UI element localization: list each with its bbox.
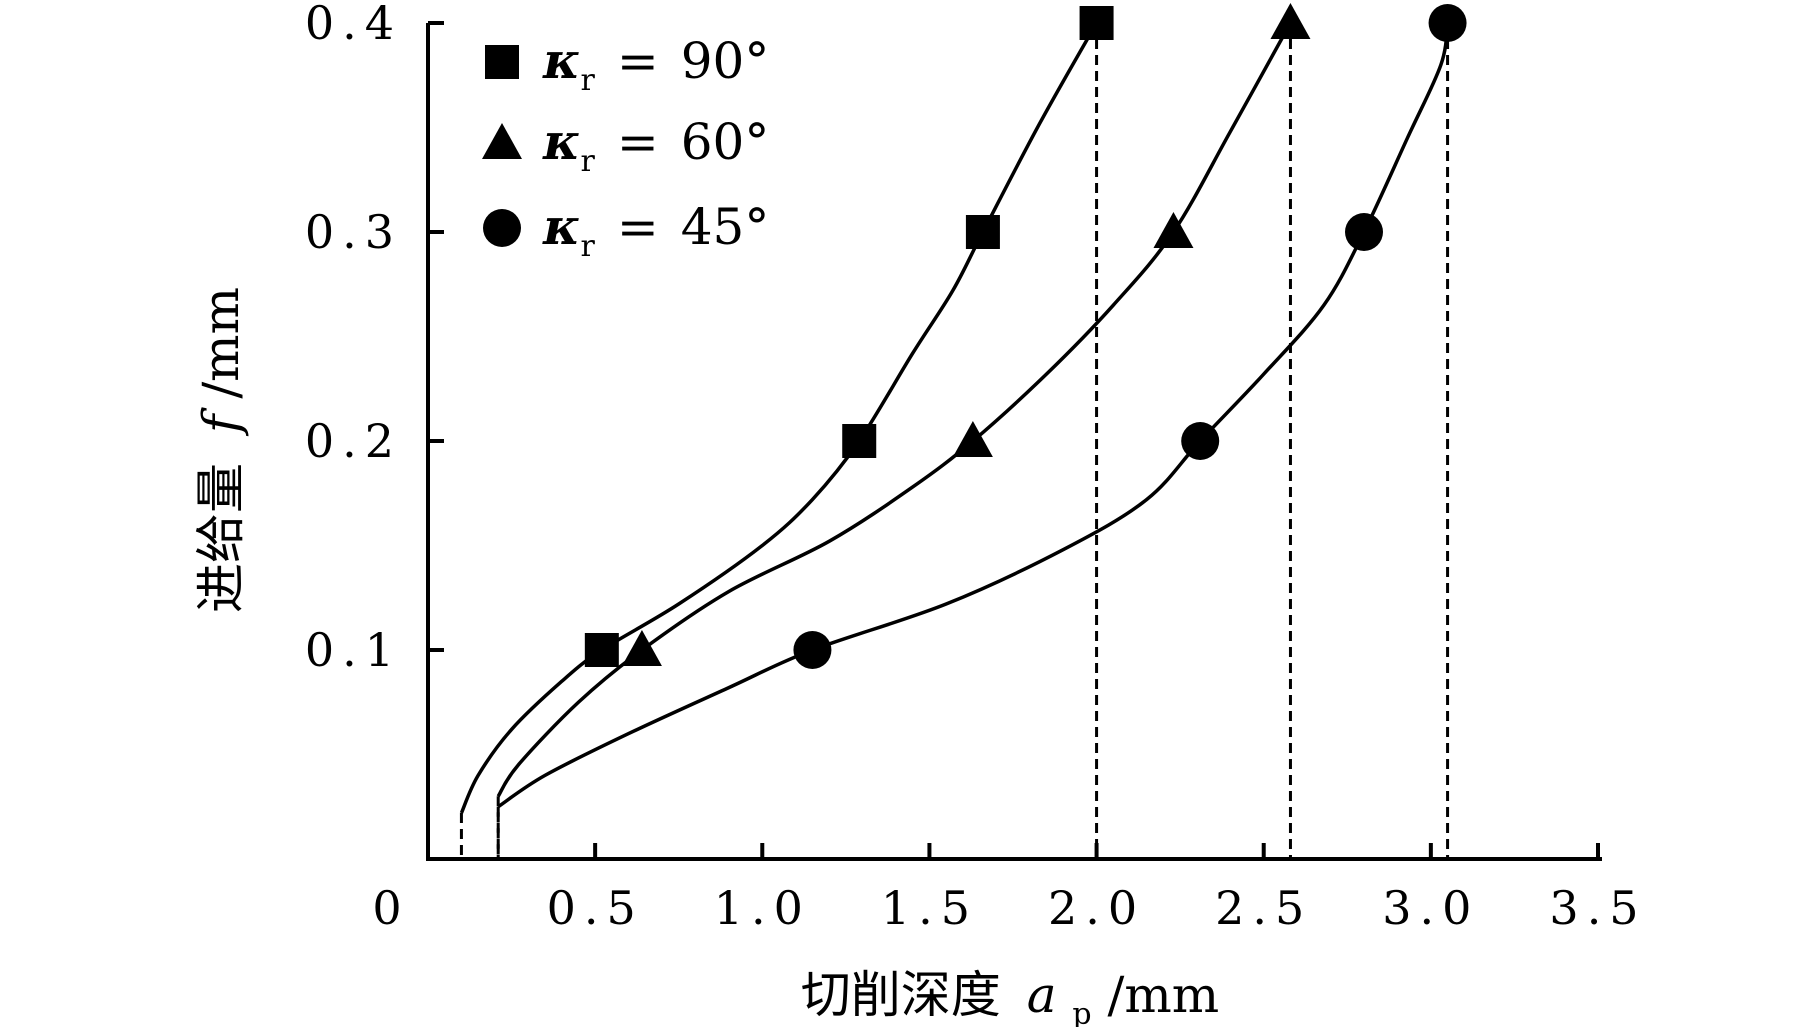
x-tick-label: 0.5 (547, 881, 644, 935)
axes (426, 21, 1602, 861)
legend-marker-60 (482, 123, 522, 159)
y-axis-title-text: 进给量 (192, 463, 250, 613)
tick-labels: 0.5 1.0 1.5 2.0 2.5 3.0 3.5 0.1 0.2 0.3 0.4 (305, 0, 1646, 935)
legend-symbol: κ (542, 112, 580, 171)
square-marker-90 (584, 633, 619, 667)
x-axis-title-var: a (1027, 966, 1057, 1024)
legend-marker-45 (483, 209, 521, 247)
legend-marker-90 (485, 45, 519, 79)
circle-marker-45 (1428, 4, 1467, 42)
square-marker-90 (1079, 6, 1114, 40)
legend-symbol-sub: r (580, 144, 595, 179)
y-tick-label: 0.4 (305, 0, 402, 50)
triangle-marker-60 (1153, 212, 1194, 248)
square-marker-90 (842, 424, 877, 458)
legend-value: 45° (681, 198, 770, 256)
legend-entry-45: κr = 45° (542, 197, 769, 264)
y-axis-title-unit: /mm (192, 287, 250, 399)
x-tick-label: 3.5 (1549, 881, 1646, 935)
legend-entry-90: κr = 90° (542, 31, 769, 98)
x-tick-label: 1.5 (881, 881, 978, 935)
legend-symbol-sub: r (580, 63, 595, 98)
drop-lines (459, 23, 1450, 859)
y-tick-label: 0.2 (305, 414, 402, 468)
series-markers (584, 3, 1467, 669)
legend-value: 90° (681, 32, 770, 90)
square-marker-90 (965, 215, 1000, 249)
legend-symbol-sub: r (580, 229, 595, 264)
y-axis-title-var: f (192, 407, 250, 437)
x-tick-label: 1.0 (714, 881, 811, 935)
y-axis-title: 进给量 f /mm (192, 287, 250, 613)
circle-marker-45 (793, 631, 832, 669)
legend-value: 60° (681, 113, 770, 171)
legend-equals: = (617, 198, 659, 256)
triangle-marker-60 (621, 630, 662, 666)
circle-marker-45 (1345, 213, 1383, 251)
circle-marker-45 (1181, 422, 1220, 460)
series-curves (459, 22, 1450, 814)
x-axis-title-sub: p (1072, 997, 1091, 1027)
x-tick-label: 3.0 (1382, 881, 1479, 935)
legend: κr = 90°κr = 60°κr = 45° (482, 31, 769, 264)
legend-equals: = (617, 32, 659, 90)
y-tick-label: 0.3 (305, 205, 402, 259)
x-tick-label: 2.5 (1215, 881, 1312, 935)
x-axis-title: 切削深度 a p /mm (801, 966, 1219, 1027)
triangle-marker-60 (1270, 3, 1311, 39)
series-line-60 (496, 22, 1292, 798)
x-axis-title-text: 切削深度 (801, 966, 1001, 1024)
y-tick-label: 0.1 (305, 623, 402, 677)
x-tick-label: 2.0 (1048, 881, 1145, 935)
legend-symbol: κ (542, 197, 580, 256)
legend-entry-60: κr = 60° (542, 112, 769, 179)
x-axis-title-unit: /mm (1108, 966, 1220, 1024)
legend-symbol: κ (542, 31, 580, 90)
triangle-marker-60 (952, 421, 993, 457)
series-line-45 (497, 22, 1450, 809)
legend-equals: = (617, 113, 659, 171)
origin-label: 0 (372, 881, 401, 935)
